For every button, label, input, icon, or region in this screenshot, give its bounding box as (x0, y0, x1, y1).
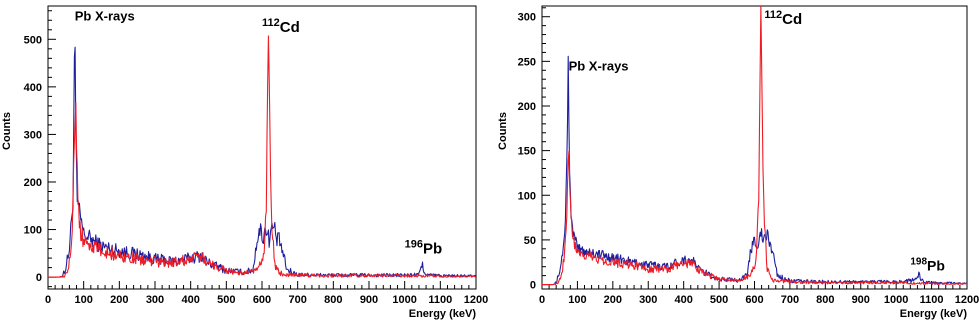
left-annotation: Pb X-rays (75, 8, 135, 23)
right-x-tick-label: 1200 (955, 294, 979, 306)
right-y-axis-title: Counts (497, 112, 509, 150)
left-x-tick-label: 600 (253, 294, 271, 306)
right-x-tick-label: 700 (781, 294, 799, 306)
left-y-tick-label: 100 (24, 225, 42, 237)
right-x-tick-label: 500 (710, 294, 728, 306)
left-x-tick-label: 500 (217, 294, 235, 306)
left-annotation: 196Pb (405, 238, 443, 257)
left-x-axis-title: Energy (keV) (409, 308, 477, 320)
right-series-blue (542, 55, 967, 286)
left-x-tick-label: 300 (146, 294, 164, 306)
right-x-tick-label: 400 (674, 294, 692, 306)
right-y-tick-label: 300 (518, 12, 536, 24)
right-y-tick-label: 150 (518, 146, 536, 158)
right-plot-frame (541, 5, 968, 290)
left-y-axis-title: Counts (1, 112, 13, 150)
right-x-tick-label: 600 (745, 294, 763, 306)
left-y-tick-label: 200 (24, 177, 42, 189)
right-y-tick-label: 200 (518, 101, 536, 113)
left-x-tick-label: 1100 (428, 294, 452, 306)
left-x-tick-label: 400 (181, 294, 199, 306)
right-x-tick-label: 300 (639, 294, 657, 306)
right-x-tick-label: 1100 (920, 294, 944, 306)
left-x-tick-label: 100 (74, 294, 92, 306)
left-spectrum-chart: 0 100 200 300 400 500 600 700 800 900 1000 1100 1200… (1, 5, 488, 320)
left-x-tick-label: 0 (45, 294, 51, 306)
right-spectrum-chart: 0 100 200 300 400 500 600 700 800 900 1000 1100 1200… (497, 5, 979, 320)
left-series-red (48, 35, 476, 278)
left-y-tick-label: 300 (24, 129, 42, 141)
right-x-tick-label: 900 (852, 294, 870, 306)
right-x-tick-label: 800 (816, 294, 834, 306)
right-y-tick-label: 0 (530, 280, 536, 292)
right-x-axis-title: Energy (keV) (900, 308, 968, 320)
right-y-tick-label: 100 (518, 190, 536, 202)
right-x-tick-label: 100 (568, 294, 586, 306)
left-series-blue (48, 46, 476, 278)
right-x-tick-label: 200 (604, 294, 622, 306)
left-x-tick-label: 800 (324, 294, 342, 306)
left-x-tick-label: 900 (360, 294, 378, 306)
right-y-tick-label: 250 (518, 56, 536, 68)
left-x-tick-label: 200 (110, 294, 128, 306)
right-annotation: Pb X-rays (569, 58, 629, 73)
right-annotation: 198Pb (910, 256, 945, 273)
left-x-tick-label: 700 (288, 294, 306, 306)
left-y-tick-label: 400 (24, 82, 42, 94)
right-y-tick-label: 50 (524, 235, 536, 247)
left-x-tick-label: 1200 (464, 294, 488, 306)
left-annotation: 112Cd (262, 17, 300, 36)
left-y-tick-label: 0 (36, 272, 42, 284)
left-y-tick-label: 500 (24, 34, 42, 46)
right-series-red (542, 6, 967, 286)
right-annotation: 112Cd (764, 9, 802, 28)
left-x-tick-label: 1000 (392, 294, 416, 306)
right-x-tick-label: 1000 (884, 294, 908, 306)
right-x-tick-label: 0 (539, 294, 545, 306)
